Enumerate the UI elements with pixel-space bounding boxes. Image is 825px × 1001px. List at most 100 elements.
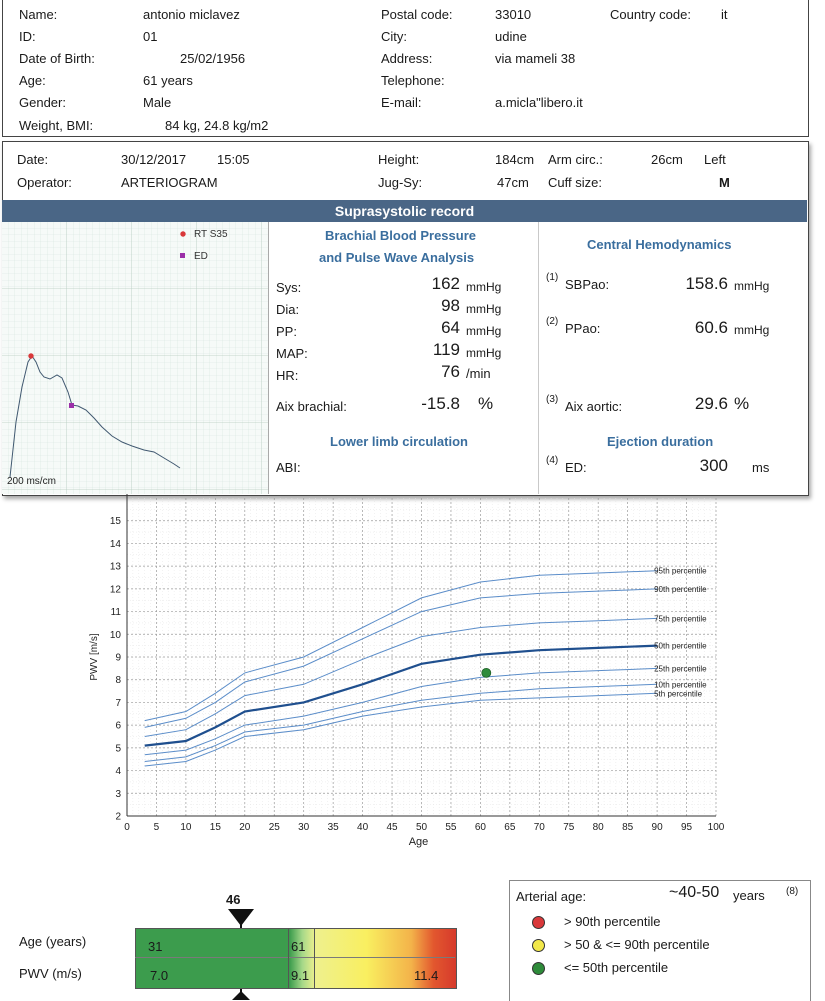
waveform-grid <box>2 222 269 494</box>
arm-value: 26cm <box>651 152 683 167</box>
legend-50-90: > 50 & <= 90th percentile <box>564 937 710 952</box>
id-label: ID: <box>19 29 36 44</box>
postal-label: Postal code: <box>381 7 453 22</box>
percentile-label: 50th percentile <box>654 642 707 651</box>
hr-value: 76 <box>441 362 460 381</box>
age-years-label: Age (years) <box>19 934 87 949</box>
seg2-age: 61 <box>291 939 306 954</box>
aix-brachial-value: -15.8 <box>421 394 460 413</box>
x-tick-label: 100 <box>708 822 725 833</box>
y-tick-label: 10 <box>110 630 122 641</box>
y-tick-label: 11 <box>111 607 122 618</box>
percentile-line-25th <box>144 667 658 756</box>
waveform-plot: RT S35 ED 200 ms/cm <box>2 222 269 494</box>
x-tick-label: 75 <box>563 822 575 833</box>
y-tick-label: 2 <box>115 812 121 823</box>
abi-label: ABI: <box>276 460 301 475</box>
y-tick-label: 9 <box>115 653 121 664</box>
legend-rt-marker <box>180 231 186 237</box>
y-tick-label: 7 <box>115 698 121 709</box>
legend-red-dot <box>532 916 545 929</box>
pp-label: PP: <box>276 324 297 339</box>
cuff-label: Cuff size: <box>548 175 602 190</box>
pp-value: 64 <box>441 318 460 337</box>
name-label: Name: <box>19 7 58 22</box>
x-tick-label: 20 <box>239 822 251 833</box>
x-tick-label: 90 <box>652 822 664 833</box>
arterial-age-value: ~40-50 <box>669 884 720 901</box>
y-tick-label: 8 <box>115 675 121 686</box>
legend-above-90: > 90th percentile <box>564 914 661 929</box>
brachial-title-2: and Pulse Wave Analysis <box>319 250 475 265</box>
ed-label: ED: <box>565 460 587 475</box>
operator-label: Operator: <box>17 175 72 190</box>
legend-ed-label: ED <box>194 251 208 262</box>
marker-up-arrow-icon <box>232 991 250 1000</box>
x-tick-label: 40 <box>357 822 369 833</box>
y-tick-label: 6 <box>115 721 121 732</box>
arterial-age-ref: (8) <box>786 886 799 897</box>
x-tick-label: 55 <box>445 822 457 833</box>
percentile-label: 10th percentile <box>654 680 707 689</box>
cuff-value: M <box>719 175 730 190</box>
x-tick-label: 65 <box>504 822 516 833</box>
y-tick-label: 4 <box>115 766 121 777</box>
ppao-value: 60.6 <box>694 318 728 337</box>
sys-unit: mmHg <box>466 280 502 294</box>
marker-down-arrow-icon <box>228 909 254 926</box>
sbpao-unit: mmHg <box>734 279 770 293</box>
record-title-bar: Suprasystolic record <box>2 200 807 222</box>
weight-bmi-value: 84 kg, 24.8 kg/m2 <box>165 118 269 133</box>
percentile-line-95th <box>144 570 658 722</box>
percentile-line-5th <box>144 692 658 767</box>
y-tick-label: 15 <box>110 516 122 527</box>
x-tick-label: 10 <box>180 822 192 833</box>
arterial-age-unit: years <box>733 888 765 903</box>
legend-yellow-dot <box>532 939 545 952</box>
seg1-age: 31 <box>148 939 163 954</box>
legend-rt-label: RT S35 <box>194 229 228 240</box>
pwv-ms-label: PWV (m/s) <box>19 966 82 981</box>
sys-label: Sys: <box>276 280 302 295</box>
y-axis-label: PWV [m/s] <box>89 633 100 680</box>
id-value: 01 <box>143 29 158 44</box>
ed-marker <box>69 403 74 408</box>
map-value: 119 <box>432 340 460 359</box>
x-tick-label: 95 <box>681 822 693 833</box>
percentile-line-50th <box>144 644 658 747</box>
height-value: 184cm <box>495 152 535 167</box>
x-tick-label: 35 <box>328 822 340 833</box>
x-tick-label: 80 <box>593 822 605 833</box>
city-value: udine <box>495 29 527 44</box>
email-label: E-mail: <box>381 95 422 110</box>
weight-bmi-label: Weight, BMI: <box>19 118 94 133</box>
age-value: 61 years <box>143 73 193 88</box>
ejection-title: Ejection duration <box>607 434 714 449</box>
scale-label: 200 ms/cm <box>7 476 56 487</box>
brachial-title-1: Brachial Blood Pressure <box>325 228 476 243</box>
arterial-age-title: Arterial age: <box>516 889 587 904</box>
aix-aortic-label: Aix aortic: <box>565 399 623 414</box>
arterial-legend-box <box>509 880 811 1001</box>
date-value: 30/12/2017 <box>121 152 187 167</box>
percentile-label: 90th percentile <box>654 585 707 594</box>
gender-label: Gender: <box>19 95 66 110</box>
time-value: 15:05 <box>217 152 250 167</box>
seg1-pwv: 7.0 <box>150 968 169 983</box>
ppao-label: PPao: <box>565 321 601 336</box>
legend-ed-marker <box>180 253 185 258</box>
pp-unit: mmHg <box>466 324 502 338</box>
hr-label: HR: <box>276 368 299 383</box>
percentile-line-75th <box>144 617 658 737</box>
legend-green-dot <box>532 962 545 975</box>
sbpao-value: 158.6 <box>685 274 728 293</box>
y-tick-label: 5 <box>115 743 121 754</box>
ed-ref: (4) <box>546 455 559 466</box>
date-label: Date: <box>17 152 49 167</box>
ed-value: 300 <box>699 456 728 475</box>
aix-brachial-label: Aix brachial: <box>276 399 347 414</box>
x-tick-label: 25 <box>269 822 281 833</box>
x-tick-label: 15 <box>210 822 222 833</box>
dia-label: Dia: <box>276 302 300 317</box>
age-label: Age: <box>19 73 46 88</box>
